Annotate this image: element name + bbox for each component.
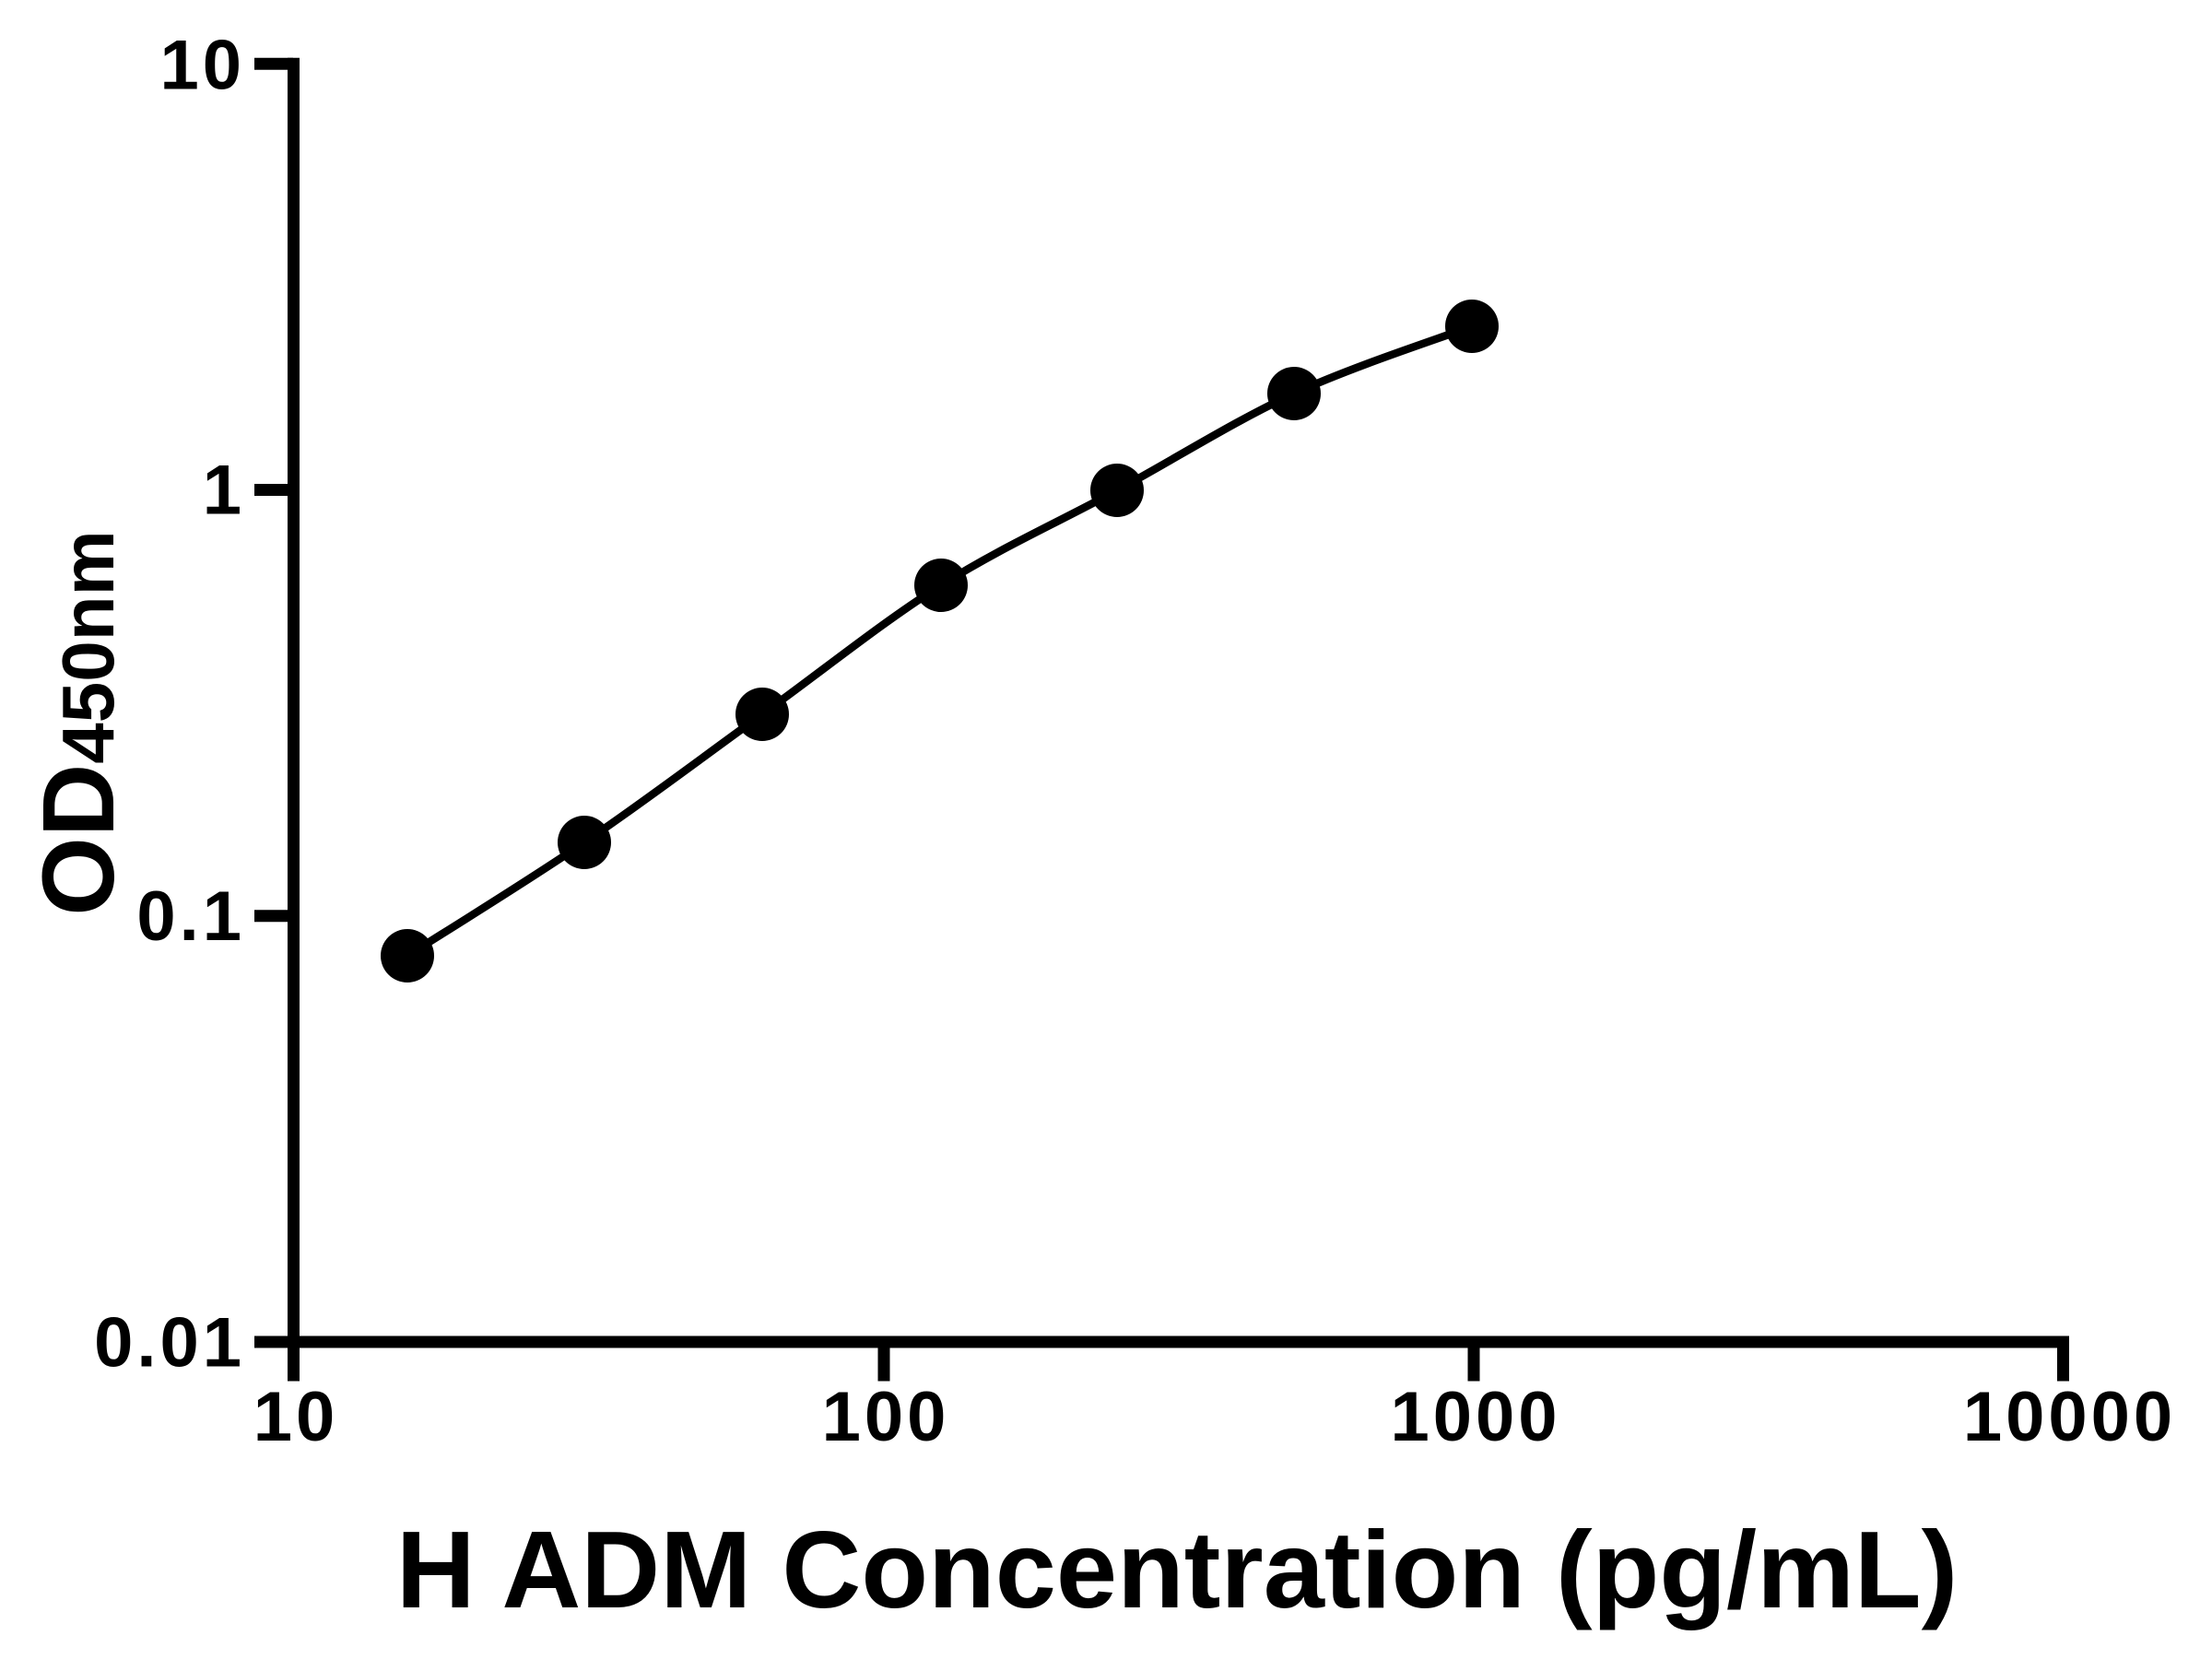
svg-text:1000: 1000 bbox=[1390, 1378, 1560, 1456]
svg-text:H ADM Concentration (pg/mL): H ADM Concentration (pg/mL) bbox=[396, 1509, 1958, 1631]
svg-text:0.01: 0.01 bbox=[94, 1304, 245, 1382]
svg-text:10000: 10000 bbox=[1963, 1378, 2176, 1456]
svg-text:10: 10 bbox=[253, 1378, 339, 1456]
svg-text:10: 10 bbox=[159, 27, 245, 105]
svg-text:0.1: 0.1 bbox=[136, 877, 245, 956]
svg-text:1: 1 bbox=[203, 452, 245, 530]
svg-text:100: 100 bbox=[822, 1378, 950, 1456]
